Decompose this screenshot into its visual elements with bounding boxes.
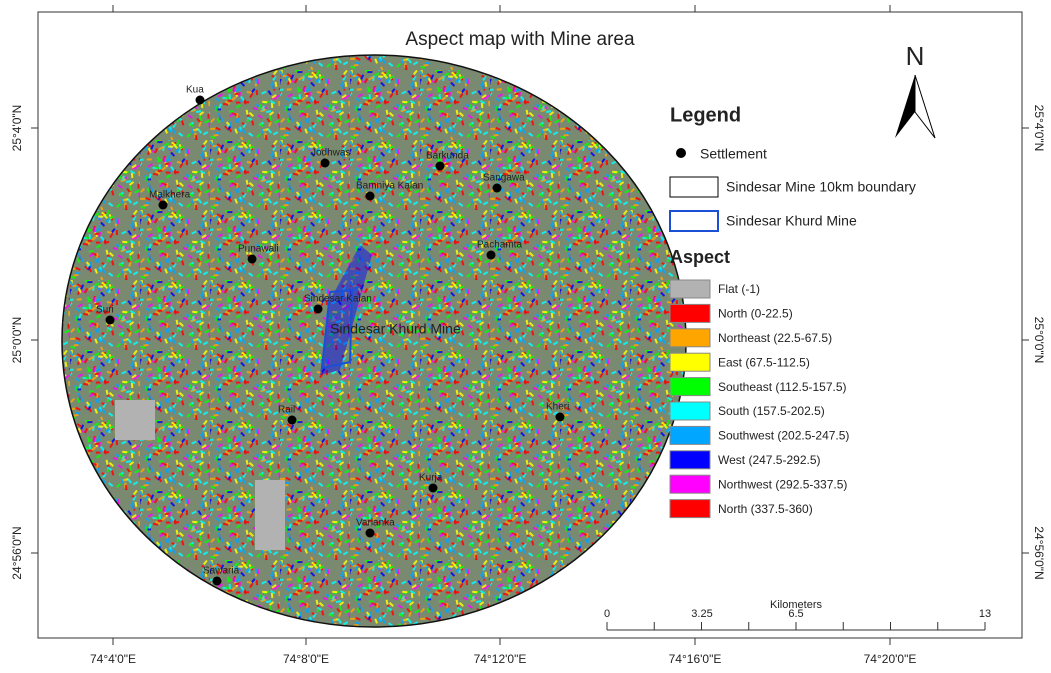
aspect-label: Northeast (22.5-67.5) [718,331,832,345]
settlement-label: Rail [278,405,295,416]
settlement-label: Suri [96,305,114,316]
aspect-swatch [670,304,710,322]
latitude-label: 25°4'0"N [1032,105,1046,152]
aspect-label: South (157.5-202.5) [718,404,825,418]
latitude-label: 25°0'0"N [10,317,24,364]
legend-item: Sindesar Mine 10km boundary [726,179,916,195]
aspect-label: East (67.5-112.5) [718,355,810,369]
latitude-label: 24°56'0"N [10,526,24,579]
aspect-swatch [670,280,710,298]
longitude-label: 74°20'0"E [864,652,917,666]
latitude-label: 25°4'0"N [10,105,24,152]
settlement-label: Sindesar Kalan [304,294,372,305]
settlement-label: Pachamta [477,240,522,251]
aspect-label: Northwest (292.5-337.5) [718,477,847,491]
settlement [556,413,565,422]
longitude-label: 74°4'0"E [90,652,136,666]
settlement-label: Bamniya Kalan [356,181,423,192]
settlement [288,416,297,425]
settlement [429,484,438,493]
aspect-swatch [670,402,710,420]
settlement [314,305,323,314]
aspect-swatch [670,378,710,396]
aspect-swatch [670,500,710,518]
settlement [159,201,168,210]
settlement [436,162,445,171]
settlement-label: Barkunda [426,151,469,162]
settlement-label: Jodhwas [311,148,350,159]
longitude-label: 74°12'0"E [474,652,527,666]
aspect-label: Southwest (202.5-247.5) [718,429,849,443]
longitude-label: 74°16'0"E [669,652,722,666]
settlement [248,255,257,264]
map-title: Aspect map with Mine area [405,29,635,50]
aspect-label: North (337.5-360) [718,502,813,516]
legend-item: Sindesar Khurd Mine [726,213,857,229]
settlement [487,251,496,260]
scale-label: 6.5 [788,608,803,620]
mine-label: Sindesar Khurd Mine [330,321,461,337]
settlement-label: Kua [186,85,204,96]
settlement-label: Varlanka [356,518,395,529]
settlement-label: Kurja [419,473,443,484]
flat-area [115,400,155,440]
settlement-label: Punawali [238,244,279,255]
settlement-label: Malkhera [149,190,191,201]
settlement [366,192,375,201]
settlement [366,529,375,538]
aspect-label: Southeast (112.5-157.5) [718,380,847,394]
legend-title: Legend [670,104,741,126]
aspect-label: North (0-22.5) [718,307,793,321]
latitude-label: 25°0'0"N [1032,317,1046,364]
settlement [213,577,222,586]
scale-label: 13 [979,608,991,620]
aspect-label: Flat (-1) [718,282,760,296]
legend-boundary-symbol [670,177,718,197]
map: 74°4'0"E 74°8'0"E 74°12'0"E 74°16'0"E 74°20'… [0,0,1051,673]
aspect-swatch [670,451,710,469]
flat-area [255,480,285,550]
settlement-label: Sawaria [203,566,240,577]
legend-item: Settlement [700,146,767,162]
settlement [321,159,330,168]
settlement [493,184,502,193]
aspect-swatch [670,426,710,444]
settlement [106,316,115,325]
settlement-label: Kheri [546,402,569,413]
scale-label: 3.25 [691,608,712,620]
legend-settlement-symbol [676,148,686,158]
aspect-title: Aspect [670,247,730,267]
legend-mine-symbol [670,211,718,231]
scale-label: 0 [604,608,610,620]
settlement-label: Sangawa [483,173,525,184]
latitude-label: 24°56'0"N [1032,526,1046,579]
aspect-swatch [670,353,710,371]
aspect-label: West (247.5-292.5) [718,453,821,467]
aspect-swatch [670,475,710,493]
north-label: N [906,41,925,71]
settlement [196,96,205,105]
longitude-label: 74°8'0"E [283,652,329,666]
aspect-swatch [670,329,710,347]
